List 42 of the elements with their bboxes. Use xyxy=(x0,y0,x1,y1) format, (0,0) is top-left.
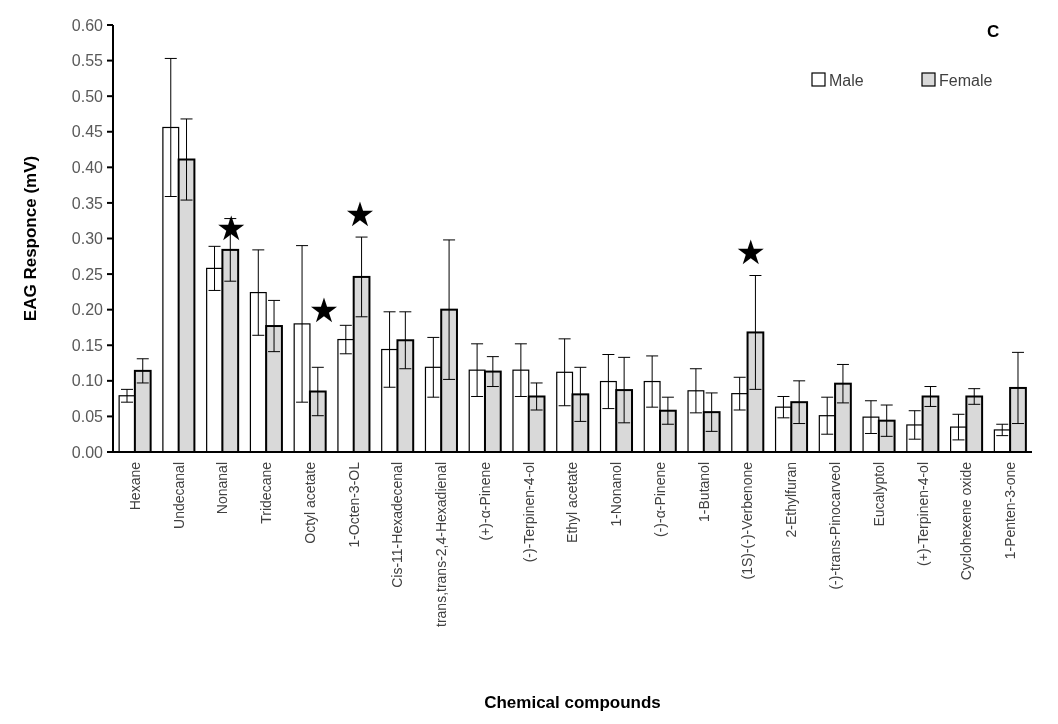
x-tick-label: Eucalyptol xyxy=(870,462,887,527)
y-tick-label: 0.10 xyxy=(71,372,104,390)
x-tick-label: (+)-Terpinen-4-ol xyxy=(914,462,931,566)
x-tick-label: Ethyl acetate xyxy=(564,461,581,543)
x-tick-label: (-)-trans-Pinocarveol xyxy=(826,462,843,590)
x-tick-label: (-)-α-Pinene xyxy=(651,461,668,537)
x-axis-title: Chemical compounds xyxy=(484,693,661,712)
x-tick-label: Undecanal xyxy=(170,462,187,529)
y-tick-label: 0.40 xyxy=(71,158,104,176)
annotation: ★ xyxy=(308,290,340,329)
y-tick-label: 0.55 xyxy=(71,52,104,70)
x-tick-label: Cyclohexene oxide xyxy=(958,461,975,581)
y-tick-label: 0.45 xyxy=(71,123,104,141)
x-tick-label: Tridecane xyxy=(258,461,275,524)
y-tick-label: 0.00 xyxy=(71,443,104,461)
y-tick-label: 0.05 xyxy=(71,408,104,426)
x-tick-label: 1-Octen-3-OL xyxy=(345,461,362,548)
y-tick-label: 0.25 xyxy=(71,265,104,283)
x-tick-label: Nonanal xyxy=(214,462,231,515)
y-tick-label: 0.30 xyxy=(71,230,104,248)
x-tick-label: 2-Ethylfuran xyxy=(783,462,800,538)
x-tick-label: 1-Nonanol xyxy=(608,462,625,527)
annotation: ★ xyxy=(344,194,376,233)
x-tick-label: trans,trans-2,4-Hexadienal xyxy=(433,462,450,627)
y-tick-label: 0.20 xyxy=(71,301,104,319)
x-tick-label: Hexane xyxy=(126,461,143,511)
x-tick-label: (1S)-(-)-Verbenone xyxy=(739,461,756,580)
annotation: C xyxy=(987,22,1000,41)
legend-label: Female xyxy=(939,71,993,89)
x-tick-label: 1-Penten-3-one xyxy=(1002,461,1019,560)
y-tick-label: 0.50 xyxy=(71,87,104,105)
y-tick-label: 0.15 xyxy=(71,336,104,354)
y-tick-label: 0.60 xyxy=(71,16,104,34)
x-tick-label: (-)-Terpinen-4-ol xyxy=(520,462,537,563)
annotation: ★ xyxy=(735,233,766,272)
x-tick-label: 1-Butanol xyxy=(695,462,712,522)
y-tick-label: 0.35 xyxy=(71,194,104,212)
x-tick-label: Octyl acetate xyxy=(301,461,318,544)
legend-label: Male xyxy=(829,71,864,89)
y-axis-title: EAG Responce (mV) xyxy=(21,155,40,322)
x-tick-label: Cis-11-Hexadecenal xyxy=(389,462,406,588)
x-tick-label: (+)-α-Pinene xyxy=(476,461,493,541)
